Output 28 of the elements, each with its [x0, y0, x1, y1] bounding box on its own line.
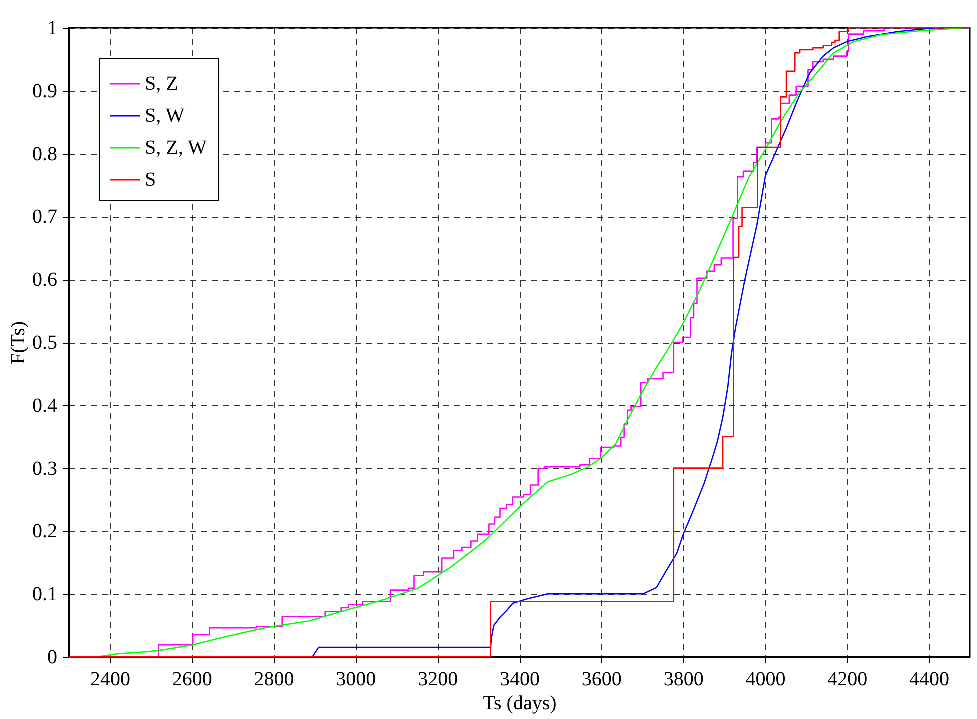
x-axis-title: Ts (days) — [483, 692, 557, 714]
x-tick-label: 3800 — [664, 668, 704, 690]
x-tick-label: 3200 — [418, 668, 458, 690]
x-tick-label: 3600 — [582, 668, 622, 690]
x-tick-label: 4000 — [746, 668, 786, 690]
y-tick-label: 0.4 — [32, 394, 58, 417]
x-tick-label: 2800 — [254, 668, 294, 690]
y-tick-label: 0.7 — [32, 206, 58, 228]
legend-label: S, Z — [145, 73, 178, 95]
y-tick-label: 0.2 — [32, 520, 58, 543]
x-tick-label: 2400 — [90, 668, 130, 690]
y-tick-label: 0.6 — [32, 269, 58, 292]
legend-label: S, Z, W — [145, 137, 207, 159]
y-tick-label: 0.3 — [32, 458, 58, 480]
y-tick-label: 0.5 — [32, 332, 58, 354]
y-tick-label: 0.9 — [32, 80, 58, 102]
legend-label: S — [145, 169, 156, 191]
x-tick-label: 4200 — [828, 668, 868, 690]
y-axis-title: F(Ts) — [8, 321, 30, 365]
legend-label: S, W — [145, 105, 185, 127]
y-tick-label: 0.8 — [32, 143, 58, 166]
x-tick-label: 3000 — [336, 668, 376, 690]
x-tick-label: 3400 — [500, 668, 540, 690]
x-tick-label: 4400 — [910, 668, 950, 690]
y-tick-label: 0.1 — [32, 584, 58, 606]
y-tick-label: 0 — [48, 646, 58, 668]
y-tick-label: 1 — [48, 18, 58, 40]
x-tick-label: 2600 — [172, 668, 212, 690]
